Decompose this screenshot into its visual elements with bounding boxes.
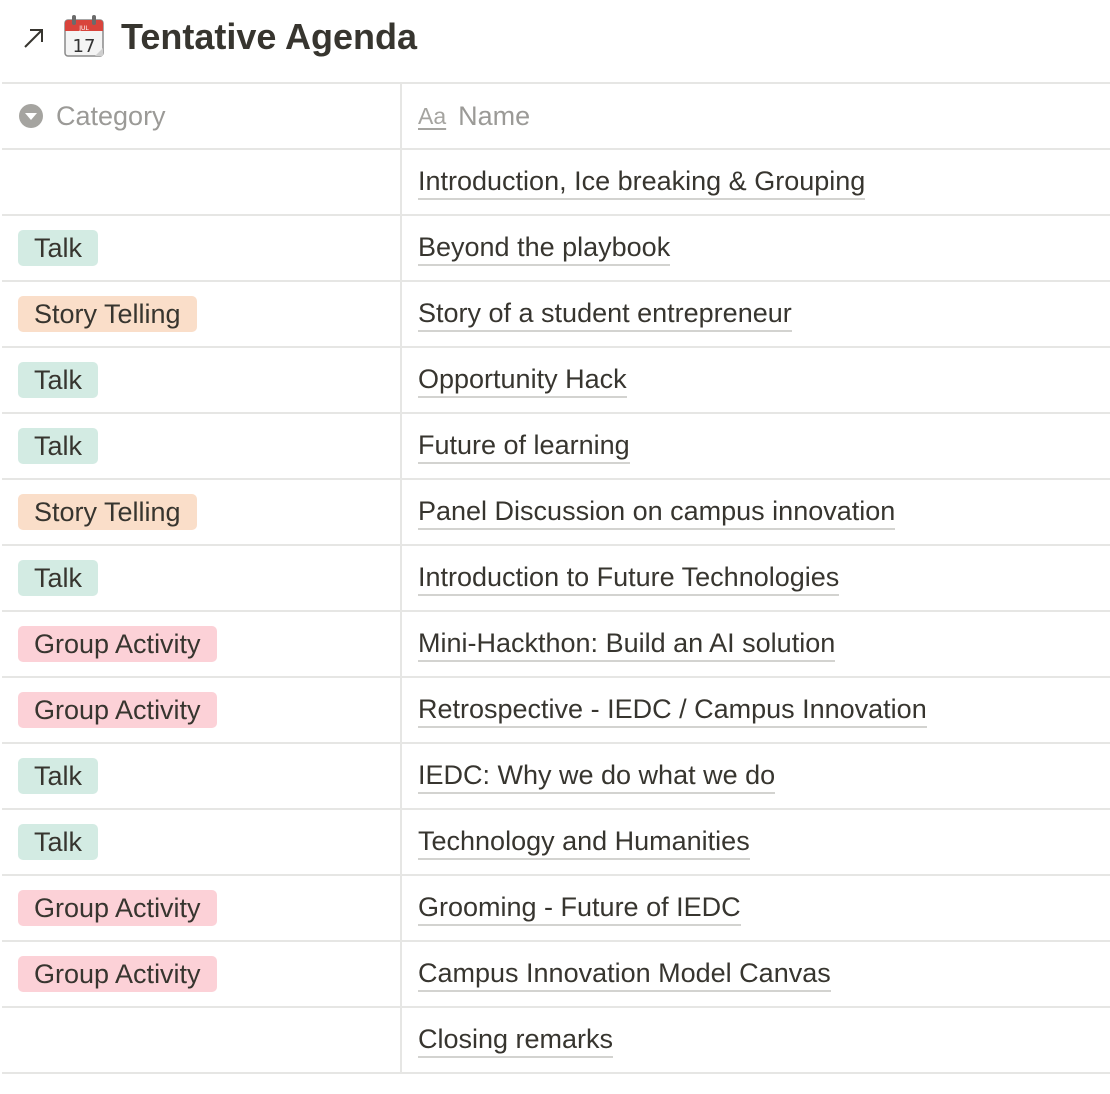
- name-cell[interactable]: Grooming - Future of IEDC: [402, 876, 1110, 940]
- table-row[interactable]: Talk Introduction to Future Technologies: [2, 546, 1110, 612]
- agenda-item-link[interactable]: Introduction, Ice breaking & Grouping: [418, 164, 866, 200]
- category-cell[interactable]: Group Activity: [2, 612, 402, 676]
- category-cell[interactable]: Group Activity: [2, 678, 402, 742]
- table-row[interactable]: Talk Future of learning: [2, 414, 1110, 480]
- category-tag: Group Activity: [18, 626, 217, 662]
- category-cell[interactable]: Talk: [2, 414, 402, 478]
- table-header-row: Category Aa Name: [2, 84, 1110, 150]
- table-row[interactable]: Talk Technology and Humanities: [2, 810, 1110, 876]
- select-property-icon: [19, 104, 43, 128]
- category-cell[interactable]: Talk: [2, 546, 402, 610]
- name-cell[interactable]: Technology and Humanities: [402, 810, 1110, 874]
- category-cell[interactable]: Talk: [2, 348, 402, 412]
- category-cell[interactable]: Group Activity: [2, 876, 402, 940]
- page-title: Tentative Agenda: [121, 16, 418, 57]
- category-tag: Talk: [18, 362, 99, 398]
- agenda-item-link[interactable]: Introduction to Future Technologies: [418, 560, 840, 596]
- name-cell[interactable]: Introduction to Future Technologies: [402, 546, 1110, 610]
- category-tag: Talk: [18, 230, 99, 266]
- table-row[interactable]: Talk Beyond the playbook: [2, 216, 1110, 282]
- agenda-item-link[interactable]: Retrospective - IEDC / Campus Innovation: [418, 692, 927, 728]
- table-row[interactable]: Story Telling Story of a student entrepre…: [2, 282, 1110, 348]
- agenda-item-link[interactable]: Technology and Humanities: [418, 824, 750, 860]
- table-row[interactable]: Group Activity Retrospective - IEDC / Cam…: [2, 678, 1110, 744]
- table-row[interactable]: Group Activity Mini-Hackthon: Build an AI…: [2, 612, 1110, 678]
- category-tag: Talk: [18, 824, 99, 860]
- agenda-item-link[interactable]: Mini-Hackthon: Build an AI solution: [418, 626, 836, 662]
- table-row[interactable]: Group Activity Campus Innovation Model Ca…: [2, 942, 1110, 1008]
- category-cell[interactable]: Story Telling: [2, 480, 402, 544]
- table-row[interactable]: Talk Opportunity Hack: [2, 348, 1110, 414]
- category-cell[interactable]: Group Activity: [2, 942, 402, 1006]
- column-header-category-label: Category: [56, 100, 166, 131]
- agenda-item-link[interactable]: IEDC: Why we do what we do: [418, 758, 776, 794]
- table-row[interactable]: Introduction, Ice breaking & Grouping: [2, 150, 1110, 216]
- category-tag: Story Telling: [18, 494, 197, 530]
- agenda-item-link[interactable]: Panel Discussion on campus innovation: [418, 494, 896, 530]
- name-cell[interactable]: Panel Discussion on campus innovation: [402, 480, 1110, 544]
- category-tag: Group Activity: [18, 692, 217, 728]
- calendar-day: 17: [73, 36, 96, 57]
- page-header: JUL 17 Tentative Agenda: [0, 0, 1110, 82]
- name-cell[interactable]: Introduction, Ice breaking & Grouping: [402, 150, 1110, 214]
- category-tag: Talk: [18, 758, 99, 794]
- calendar-month: JUL: [78, 25, 89, 32]
- name-cell[interactable]: Beyond the playbook: [402, 216, 1110, 280]
- agenda-item-link[interactable]: Closing remarks: [418, 1022, 614, 1058]
- category-tag: Talk: [18, 428, 99, 464]
- open-arrow-icon[interactable]: [22, 26, 46, 50]
- name-cell[interactable]: Campus Innovation Model Canvas: [402, 942, 1110, 1006]
- name-cell[interactable]: Closing remarks: [402, 1008, 1110, 1072]
- agenda-table: Category Aa Name Introduction, Ice break…: [2, 82, 1110, 1074]
- table-row[interactable]: Closing remarks: [2, 1008, 1110, 1074]
- agenda-item-link[interactable]: Future of learning: [418, 428, 630, 464]
- name-cell[interactable]: Story of a student entrepreneur: [402, 282, 1110, 346]
- column-header-name[interactable]: Aa Name: [402, 84, 1110, 148]
- category-cell[interactable]: [2, 1008, 402, 1072]
- text-property-icon: Aa: [418, 102, 447, 129]
- category-tag: Group Activity: [18, 956, 217, 992]
- category-cell[interactable]: Talk: [2, 744, 402, 808]
- name-cell[interactable]: Retrospective - IEDC / Campus Innovation: [402, 678, 1110, 742]
- category-tag: Talk: [18, 560, 99, 596]
- category-tag: Story Telling: [18, 296, 197, 332]
- agenda-item-link[interactable]: Story of a student entrepreneur: [418, 296, 792, 332]
- category-cell[interactable]: [2, 150, 402, 214]
- agenda-item-link[interactable]: Opportunity Hack: [418, 362, 627, 398]
- category-cell[interactable]: Talk: [2, 216, 402, 280]
- agenda-item-link[interactable]: Campus Innovation Model Canvas: [418, 956, 831, 992]
- name-cell[interactable]: Opportunity Hack: [402, 348, 1110, 412]
- category-cell[interactable]: Story Telling: [2, 282, 402, 346]
- agenda-item-link[interactable]: Beyond the playbook: [418, 230, 671, 266]
- column-header-name-label: Name: [458, 100, 531, 131]
- table-row[interactable]: Group Activity Grooming - Future of IEDC: [2, 876, 1110, 942]
- agenda-item-link[interactable]: Grooming - Future of IEDC: [418, 890, 741, 926]
- category-tag: Group Activity: [18, 890, 217, 926]
- category-cell[interactable]: Talk: [2, 810, 402, 874]
- table-row[interactable]: Story Telling Panel Discussion on campus …: [2, 480, 1110, 546]
- name-cell[interactable]: IEDC: Why we do what we do: [402, 744, 1110, 808]
- calendar-icon: JUL 17: [64, 15, 104, 57]
- column-header-category[interactable]: Category: [2, 84, 402, 148]
- name-cell[interactable]: Mini-Hackthon: Build an AI solution: [402, 612, 1110, 676]
- table-row[interactable]: Talk IEDC: Why we do what we do: [2, 744, 1110, 810]
- name-cell[interactable]: Future of learning: [402, 414, 1110, 478]
